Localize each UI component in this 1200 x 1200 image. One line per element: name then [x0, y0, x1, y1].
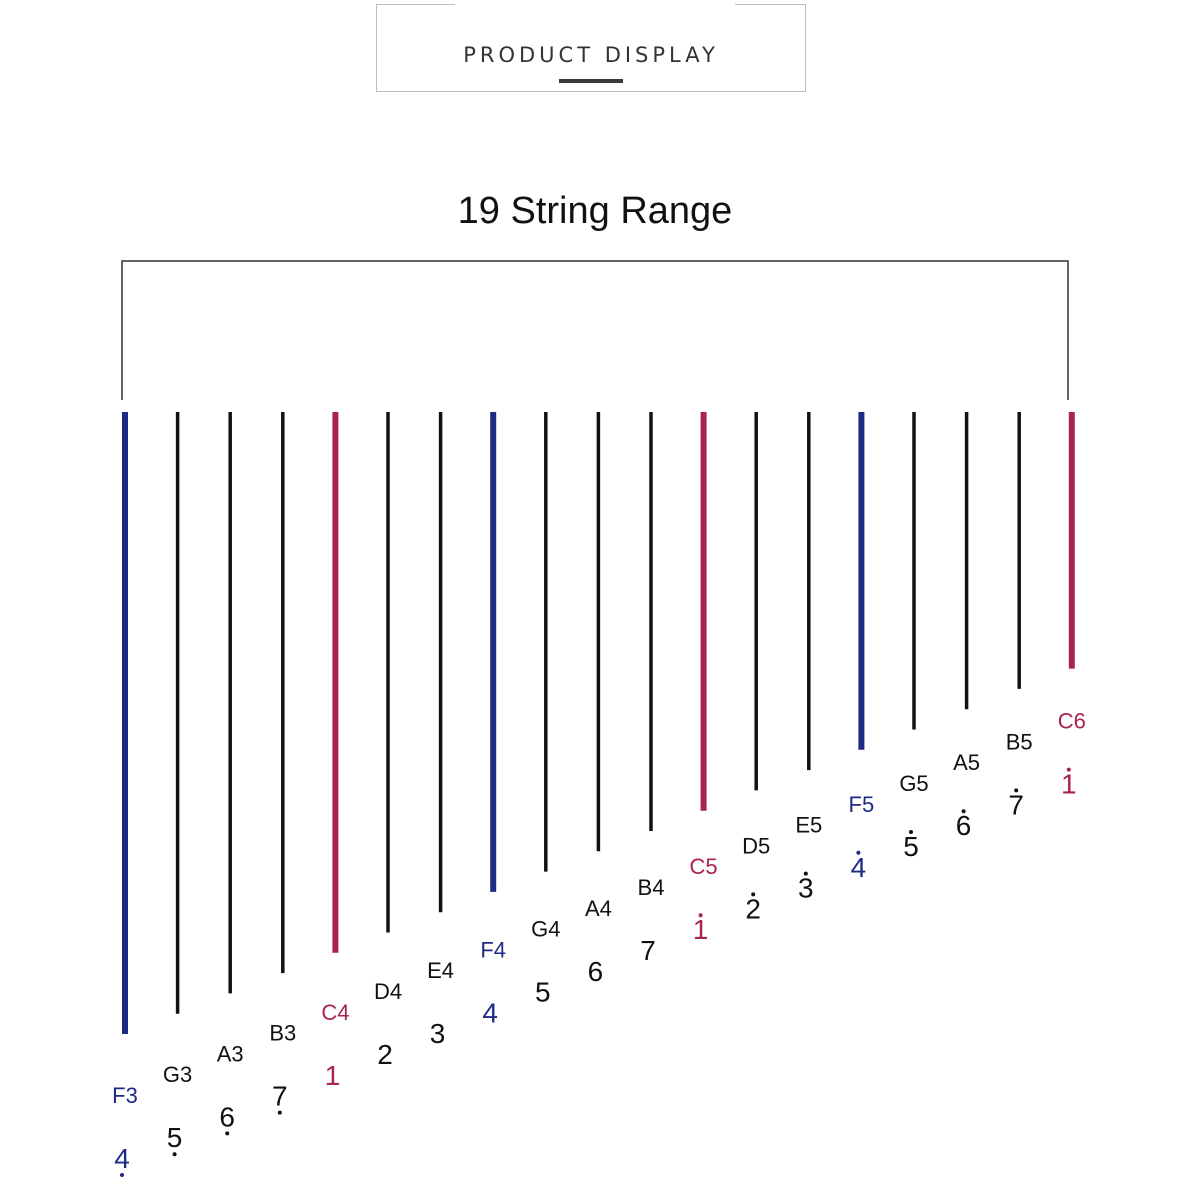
note-label: G5: [899, 771, 928, 796]
low-octave-dot: [277, 1110, 282, 1115]
number-digit: 5: [535, 977, 551, 1008]
note-label: C5: [690, 854, 718, 879]
range-bracket: [121, 260, 1069, 400]
number-digit: 7: [272, 1081, 288, 1112]
note-label: A4: [585, 896, 612, 921]
note-label: B5: [1006, 729, 1033, 754]
note-label: A3: [217, 1041, 244, 1066]
number-digit: 5: [167, 1122, 183, 1153]
number-digit: 5: [903, 831, 919, 862]
number-digit: 3: [430, 1018, 446, 1049]
range-title: 19 String Range: [457, 190, 733, 232]
number-digit: 7: [1008, 789, 1024, 820]
strings-layer: F3 4 G3 5 A3 6 B3 7 C4 1 D4 2 E4 3 F4 4 G4 5 A4 6 B4 7 C5 1 D5 2 E…: [112, 412, 1086, 1177]
number-digit: 3: [798, 873, 814, 904]
high-octave-dot: [803, 871, 808, 876]
number-digit: 2: [377, 1039, 393, 1070]
high-octave-dot: [1066, 767, 1071, 772]
low-octave-dot: [172, 1152, 177, 1157]
number-digit: 6: [219, 1101, 235, 1132]
low-octave-dot: [120, 1173, 124, 1177]
number-digit: 7: [640, 935, 656, 966]
note-label: C4: [321, 1000, 349, 1025]
note-label: E4: [427, 958, 454, 983]
number-digit: 6: [956, 810, 972, 841]
header-box: PRODUCT DISPLAY: [376, 3, 806, 92]
note-label: B4: [638, 875, 665, 900]
high-octave-dot: [751, 892, 756, 897]
note-label: E5: [795, 813, 822, 838]
number-digit: 6: [588, 956, 604, 987]
number-digit: 4: [114, 1143, 130, 1174]
number-digit: 4: [482, 997, 498, 1028]
note-label: F3: [112, 1083, 138, 1108]
high-octave-dot: [856, 850, 861, 855]
high-octave-dot: [698, 913, 703, 918]
note-label: B3: [269, 1021, 296, 1046]
note-label: F4: [480, 937, 506, 962]
high-octave-dot: [961, 809, 966, 814]
number-digit: 1: [693, 914, 709, 945]
note-label: C6: [1058, 709, 1086, 734]
note-label: F5: [849, 792, 875, 817]
note-label: G4: [531, 917, 560, 942]
number-digit: 1: [1061, 769, 1077, 800]
note-label: G3: [163, 1062, 192, 1087]
header-box-gap: [455, 3, 735, 7]
note-label: D5: [742, 833, 770, 858]
header-title: PRODUCT DISPLAY: [463, 43, 719, 67]
high-octave-dot: [909, 830, 913, 834]
header-underline: [559, 79, 623, 83]
high-octave-dot: [1014, 788, 1019, 793]
low-octave-dot: [225, 1131, 230, 1136]
note-label: A5: [953, 750, 980, 775]
number-digit: 1: [325, 1060, 341, 1091]
note-label: D4: [374, 979, 402, 1004]
number-digit: 2: [745, 893, 761, 924]
number-digit: 4: [851, 852, 867, 883]
